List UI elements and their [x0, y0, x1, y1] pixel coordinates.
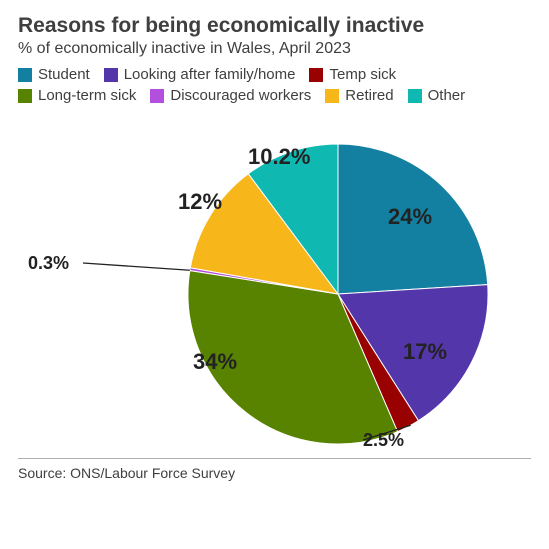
slice-label-long_term_sick: 34%: [193, 349, 237, 375]
chart-container: Reasons for being economically inactive …: [0, 0, 549, 549]
legend-swatch: [408, 89, 422, 103]
legend-item-family: Looking after family/home: [104, 66, 296, 83]
legend-swatch: [309, 68, 323, 82]
legend-item-other: Other: [408, 87, 466, 104]
legend-label: Student: [38, 66, 90, 83]
legend-item-retired: Retired: [325, 87, 393, 104]
pie-chart: 24% 17% 2.5% 34% 0.3% 12% 10.2%: [18, 114, 531, 454]
legend-item-discouraged: Discouraged workers: [150, 87, 311, 104]
legend-label: Temp sick: [329, 66, 396, 83]
legend-swatch: [18, 89, 32, 103]
legend-swatch: [325, 89, 339, 103]
legend-item-temp_sick: Temp sick: [309, 66, 396, 83]
slice-label-family: 17%: [403, 339, 447, 365]
slice-label-temp_sick: 2.5%: [363, 430, 404, 451]
legend-label: Looking after family/home: [124, 66, 296, 83]
slice-label-retired: 12%: [178, 189, 222, 215]
legend-label: Discouraged workers: [170, 87, 311, 104]
legend-swatch: [150, 89, 164, 103]
legend-label: Retired: [345, 87, 393, 104]
legend-item-long_term_sick: Long-term sick: [18, 87, 136, 104]
legend-swatch: [18, 68, 32, 82]
legend-swatch: [104, 68, 118, 82]
slice-label-other: 10.2%: [248, 144, 310, 170]
legend-label: Other: [428, 87, 466, 104]
legend: Student Looking after family/home Temp sic…: [18, 66, 531, 108]
legend-label: Long-term sick: [38, 87, 136, 104]
chart-subtitle: % of economically inactive in Wales, Apr…: [18, 40, 531, 58]
callout-discouraged: [83, 263, 190, 270]
source-label: Source: ONS/Labour Force Survey: [18, 458, 531, 481]
slice-label-discouraged: 0.3%: [28, 253, 69, 274]
legend-item-student: Student: [18, 66, 90, 83]
slice-label-student: 24%: [388, 204, 432, 230]
chart-title: Reasons for being economically inactive: [18, 14, 531, 38]
